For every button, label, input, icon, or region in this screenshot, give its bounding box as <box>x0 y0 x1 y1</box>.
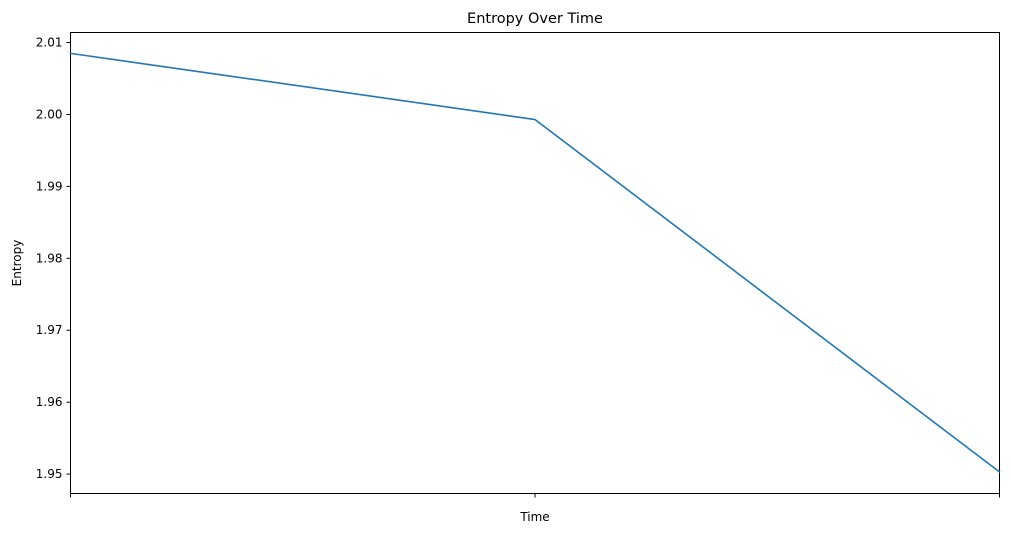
y-tick-label: 1.97 <box>36 323 63 337</box>
y-axis-label: Entropy <box>10 240 24 287</box>
series-line <box>69 52 1001 474</box>
x-axis-label: Time <box>519 510 549 524</box>
plot-area: 1.95 1.96 1.97 1.98 1.99 2.00 2.01 <box>36 32 1001 498</box>
y-tick-label: 1.98 <box>36 251 63 265</box>
y-tick-label: 1.99 <box>36 179 63 193</box>
series-layer <box>69 52 1001 474</box>
y-tick-label: 1.95 <box>36 467 63 481</box>
chart-title: Entropy Over Time <box>467 11 603 27</box>
plot-frame <box>70 32 1000 494</box>
x-axis <box>70 493 1000 498</box>
y-tick-label: 2.01 <box>36 36 63 50</box>
y-axis: 1.95 1.96 1.97 1.98 1.99 2.00 2.01 <box>36 36 71 481</box>
y-tick-label: 1.96 <box>36 395 63 409</box>
y-tick-label: 2.00 <box>36 107 63 121</box>
